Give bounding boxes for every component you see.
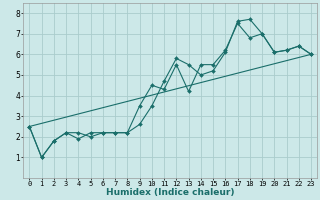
X-axis label: Humidex (Indice chaleur): Humidex (Indice chaleur) [106, 188, 235, 197]
